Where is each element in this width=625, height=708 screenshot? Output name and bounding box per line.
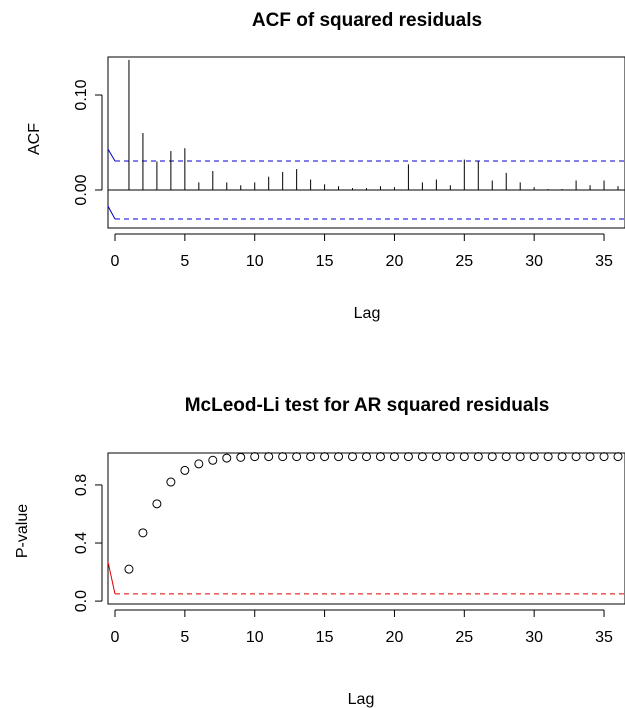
mcleod-li-plot-frame bbox=[107, 452, 625, 605]
mcleod-li-point bbox=[320, 452, 330, 462]
mcleod-li-point bbox=[152, 499, 162, 509]
mcleod-li-point bbox=[501, 452, 511, 462]
mcleod-li-panel: McLeod-Li test for AR squared residuals … bbox=[14, 395, 625, 708]
mcleod-li-x-tick-label: 15 bbox=[316, 629, 334, 646]
mcleod-li-x-tick-label: 25 bbox=[455, 629, 473, 646]
acf-y-tick-label: 0.10 bbox=[73, 79, 90, 110]
acf-ylabel: ACF bbox=[26, 123, 43, 155]
mcleod-li-y-axis: 0.0 0.4 0.8 bbox=[73, 474, 103, 612]
mcleod-li-point bbox=[264, 452, 274, 462]
mcleod-li-point bbox=[599, 452, 609, 462]
mcleod-li-point bbox=[236, 452, 246, 462]
mcleod-li-point bbox=[222, 453, 232, 463]
acf-lower-band-start bbox=[107, 205, 116, 220]
mcleod-li-y-tick-label: 0.0 bbox=[73, 590, 90, 612]
mcleod-li-point bbox=[375, 452, 385, 462]
mcleod-li-xlabel: Lag bbox=[348, 691, 375, 708]
mcleod-li-x-tick-label: 0 bbox=[111, 629, 120, 646]
mcleod-li-x-tick-label: 20 bbox=[386, 629, 404, 646]
mcleod-li-point bbox=[348, 452, 358, 462]
mcleod-li-x-tick-label: 5 bbox=[180, 629, 189, 646]
mcleod-li-point bbox=[278, 452, 288, 462]
mcleod-li-point bbox=[487, 452, 497, 462]
acf-panel: ACF of squared residuals ACF Lag 0 5 10 15 2… bbox=[26, 10, 625, 322]
mcleod-li-point bbox=[417, 452, 427, 462]
mcleod-li-point bbox=[208, 455, 218, 465]
mcleod-li-point bbox=[180, 465, 190, 475]
acf-x-tick-label: 30 bbox=[525, 253, 543, 270]
mcleod-li-x-tick-label: 35 bbox=[595, 629, 613, 646]
mcleod-li-x-tick-label: 30 bbox=[525, 629, 543, 646]
acf-x-tick-label: 20 bbox=[386, 253, 404, 270]
mcleod-li-point bbox=[585, 452, 595, 462]
acf-x-tick-label: 0 bbox=[111, 253, 120, 270]
acf-x-tick-label: 35 bbox=[595, 253, 613, 270]
mcleod-li-point bbox=[543, 452, 553, 462]
mcleod-li-point bbox=[292, 452, 302, 462]
mcleod-li-point bbox=[403, 452, 413, 462]
mcleod-li-point bbox=[557, 452, 567, 462]
mcleod-li-y-tick-label: 0.4 bbox=[73, 532, 90, 554]
mcleod-li-point bbox=[445, 452, 455, 462]
mcleod-li-point bbox=[473, 452, 483, 462]
mcleod-li-point bbox=[306, 452, 316, 462]
mcleod-li-point bbox=[334, 452, 344, 462]
acf-x-tick-label: 5 bbox=[180, 253, 189, 270]
mcleod-li-point bbox=[529, 452, 539, 462]
mcleod-li-point bbox=[250, 452, 260, 462]
mcleod-li-point bbox=[389, 452, 399, 462]
mcleod-li-point bbox=[138, 528, 148, 538]
mcleod-li-point bbox=[166, 477, 176, 487]
mcleod-li-ylabel: P-value bbox=[14, 504, 31, 558]
mcleod-li-x-tick-label: 10 bbox=[246, 629, 264, 646]
mcleod-li-point bbox=[515, 452, 525, 462]
mcleod-li-title: McLeod-Li test for AR squared residuals bbox=[185, 395, 550, 416]
acf-xlabel: Lag bbox=[354, 305, 381, 322]
mcleod-li-point bbox=[362, 452, 371, 462]
mcleod-li-y-tick-label: 0.8 bbox=[73, 474, 90, 496]
acf-plot-frame bbox=[107, 56, 625, 229]
acf-upper-band-start bbox=[107, 148, 116, 162]
acf-x-tick-label: 25 bbox=[455, 253, 473, 270]
acf-y-tick-label: 0.00 bbox=[73, 174, 90, 205]
mcleod-li-point bbox=[431, 452, 441, 462]
acf-marks bbox=[107, 59, 625, 220]
mcleod-li-point bbox=[571, 452, 581, 462]
mcleod-li-x-axis: 0 5 10 15 20 25 30 35 bbox=[111, 609, 613, 646]
mcleod-li-point bbox=[194, 459, 204, 469]
mcleod-li-point bbox=[459, 452, 469, 462]
mcleod-li-significance-start bbox=[107, 561, 116, 594]
mcleod-li-marks bbox=[107, 452, 625, 595]
mcleod-li-point bbox=[613, 452, 623, 462]
acf-x-tick-label: 15 bbox=[316, 253, 334, 270]
acf-title: ACF of squared residuals bbox=[252, 10, 482, 31]
mcleod-li-point bbox=[124, 564, 134, 574]
acf-x-tick-label: 10 bbox=[246, 253, 264, 270]
acf-y-axis: 0.00 0.10 bbox=[73, 79, 103, 206]
acf-x-axis: 0 5 10 15 20 25 30 35 bbox=[111, 233, 613, 270]
